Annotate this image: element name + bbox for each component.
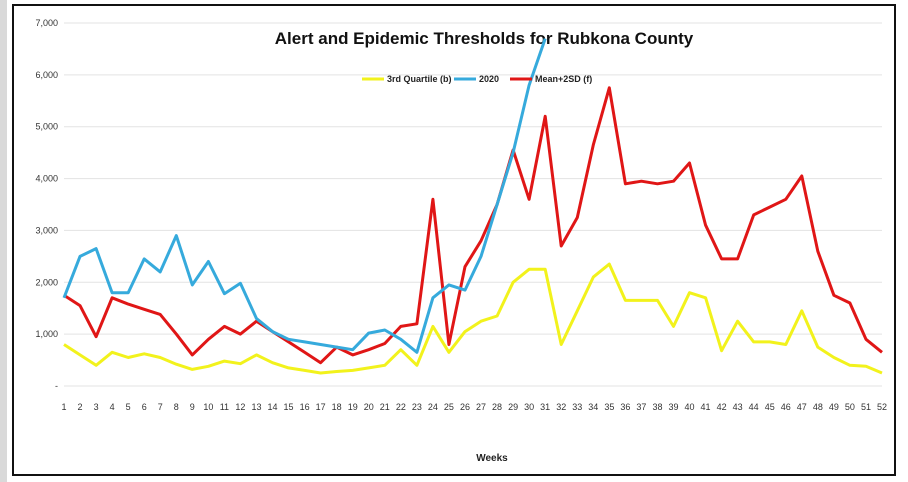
y-tick-label: 4,000: [35, 174, 58, 184]
x-tick-label: 50: [845, 402, 855, 412]
x-tick-label: 19: [348, 402, 358, 412]
x-tick-label: 41: [701, 402, 711, 412]
x-tick-label: 34: [588, 402, 598, 412]
x-tick-label: 12: [235, 402, 245, 412]
legend-label: Mean+2SD (f): [535, 74, 592, 84]
x-tick-label: 16: [300, 402, 310, 412]
left-edge-strip: [0, 0, 7, 482]
x-tick-label: 24: [428, 402, 438, 412]
x-tick-label: 5: [126, 402, 131, 412]
x-tick-label: 30: [524, 402, 534, 412]
x-tick-label: 14: [268, 402, 278, 412]
x-tick-label: 11: [220, 402, 229, 412]
x-tick-label: 25: [444, 402, 454, 412]
x-tick-label: 39: [668, 402, 678, 412]
x-tick-label: 18: [332, 402, 342, 412]
x-tick-label: 23: [412, 402, 422, 412]
y-tick-label: 7,000: [35, 18, 58, 28]
x-tick-label: 2: [78, 402, 83, 412]
x-tick-label: 37: [636, 402, 646, 412]
x-tick-label: 49: [829, 402, 839, 412]
series-line: [63, 262, 883, 375]
x-tick-label: 17: [316, 402, 326, 412]
y-tick-label: 6,000: [35, 70, 58, 80]
legend-label: 3rd Quartile (b): [387, 74, 452, 84]
x-tick-label: 9: [190, 402, 195, 412]
x-tick-label: 45: [765, 402, 775, 412]
x-tick-label: 31: [540, 402, 550, 412]
x-tick-label: 7: [158, 402, 163, 412]
x-tick-label: 15: [284, 402, 294, 412]
chart-title: Alert and Epidemic Thresholds for Rubkon…: [275, 29, 694, 48]
x-tick-label: 8: [174, 402, 179, 412]
x-tick-label: 32: [556, 402, 566, 412]
x-tick-label: 38: [652, 402, 662, 412]
x-tick-label: 3: [94, 402, 99, 412]
x-tick-label: 10: [203, 402, 213, 412]
grid-lines: [64, 22, 882, 387]
x-tick-label: 26: [460, 402, 470, 412]
x-tick-label: 6: [142, 402, 147, 412]
x-tick-label: 44: [749, 402, 759, 412]
x-tick-label: 52: [877, 402, 887, 412]
x-tick-label: 1: [61, 402, 66, 412]
x-tick-label: 21: [380, 402, 390, 412]
y-tick-label: 5,000: [35, 122, 58, 132]
y-tick-label: 1,000: [35, 329, 58, 339]
series-line: [63, 86, 883, 365]
x-tick-label: 22: [396, 402, 406, 412]
x-tick-label: 42: [717, 402, 727, 412]
x-tick-label: 4: [110, 402, 115, 412]
x-tick-label: 40: [685, 402, 695, 412]
y-tick-label: 2,000: [35, 277, 58, 287]
x-tick-label: 27: [476, 402, 486, 412]
x-tick-label: 35: [604, 402, 614, 412]
x-axis-title: Weeks: [476, 453, 508, 464]
line-chart: Alert and Epidemic Thresholds for Rubkon…: [35, 18, 887, 464]
legend: 3rd Quartile (b) 2020 Mean+2SD (f): [362, 74, 592, 84]
y-tick-label: -: [55, 381, 58, 391]
series-lines: [62, 38, 883, 375]
x-tick-label: 51: [861, 402, 871, 412]
x-tick-label: 47: [797, 402, 807, 412]
x-tick-label: 20: [364, 402, 374, 412]
x-tick-label: 33: [572, 402, 582, 412]
x-axis-ticks: 1 2 3 4 5 6 7 8 9 10 11 12 13 14 15 16 17 18 19 20 21 22 23 24 2…: [61, 402, 887, 412]
chart-frame: Alert and Epidemic Thresholds for Rubkon…: [12, 4, 896, 476]
y-tick-label: 3,000: [35, 225, 58, 235]
legend-label: 2020: [479, 74, 499, 84]
x-tick-label: 13: [251, 402, 261, 412]
x-tick-label: 43: [733, 402, 743, 412]
x-tick-label: 48: [813, 402, 823, 412]
x-tick-label: 29: [508, 402, 518, 412]
x-tick-label: 36: [620, 402, 630, 412]
series-line: [62, 38, 547, 354]
x-tick-label: 28: [492, 402, 502, 412]
y-axis-ticks: - 1,000 2,000 3,000 4,000 5,000 6,000 7,000: [35, 18, 58, 391]
x-tick-label: 46: [781, 402, 791, 412]
